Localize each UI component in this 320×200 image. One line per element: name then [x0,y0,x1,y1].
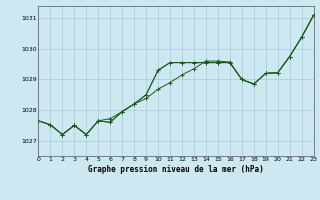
X-axis label: Graphe pression niveau de la mer (hPa): Graphe pression niveau de la mer (hPa) [88,165,264,174]
